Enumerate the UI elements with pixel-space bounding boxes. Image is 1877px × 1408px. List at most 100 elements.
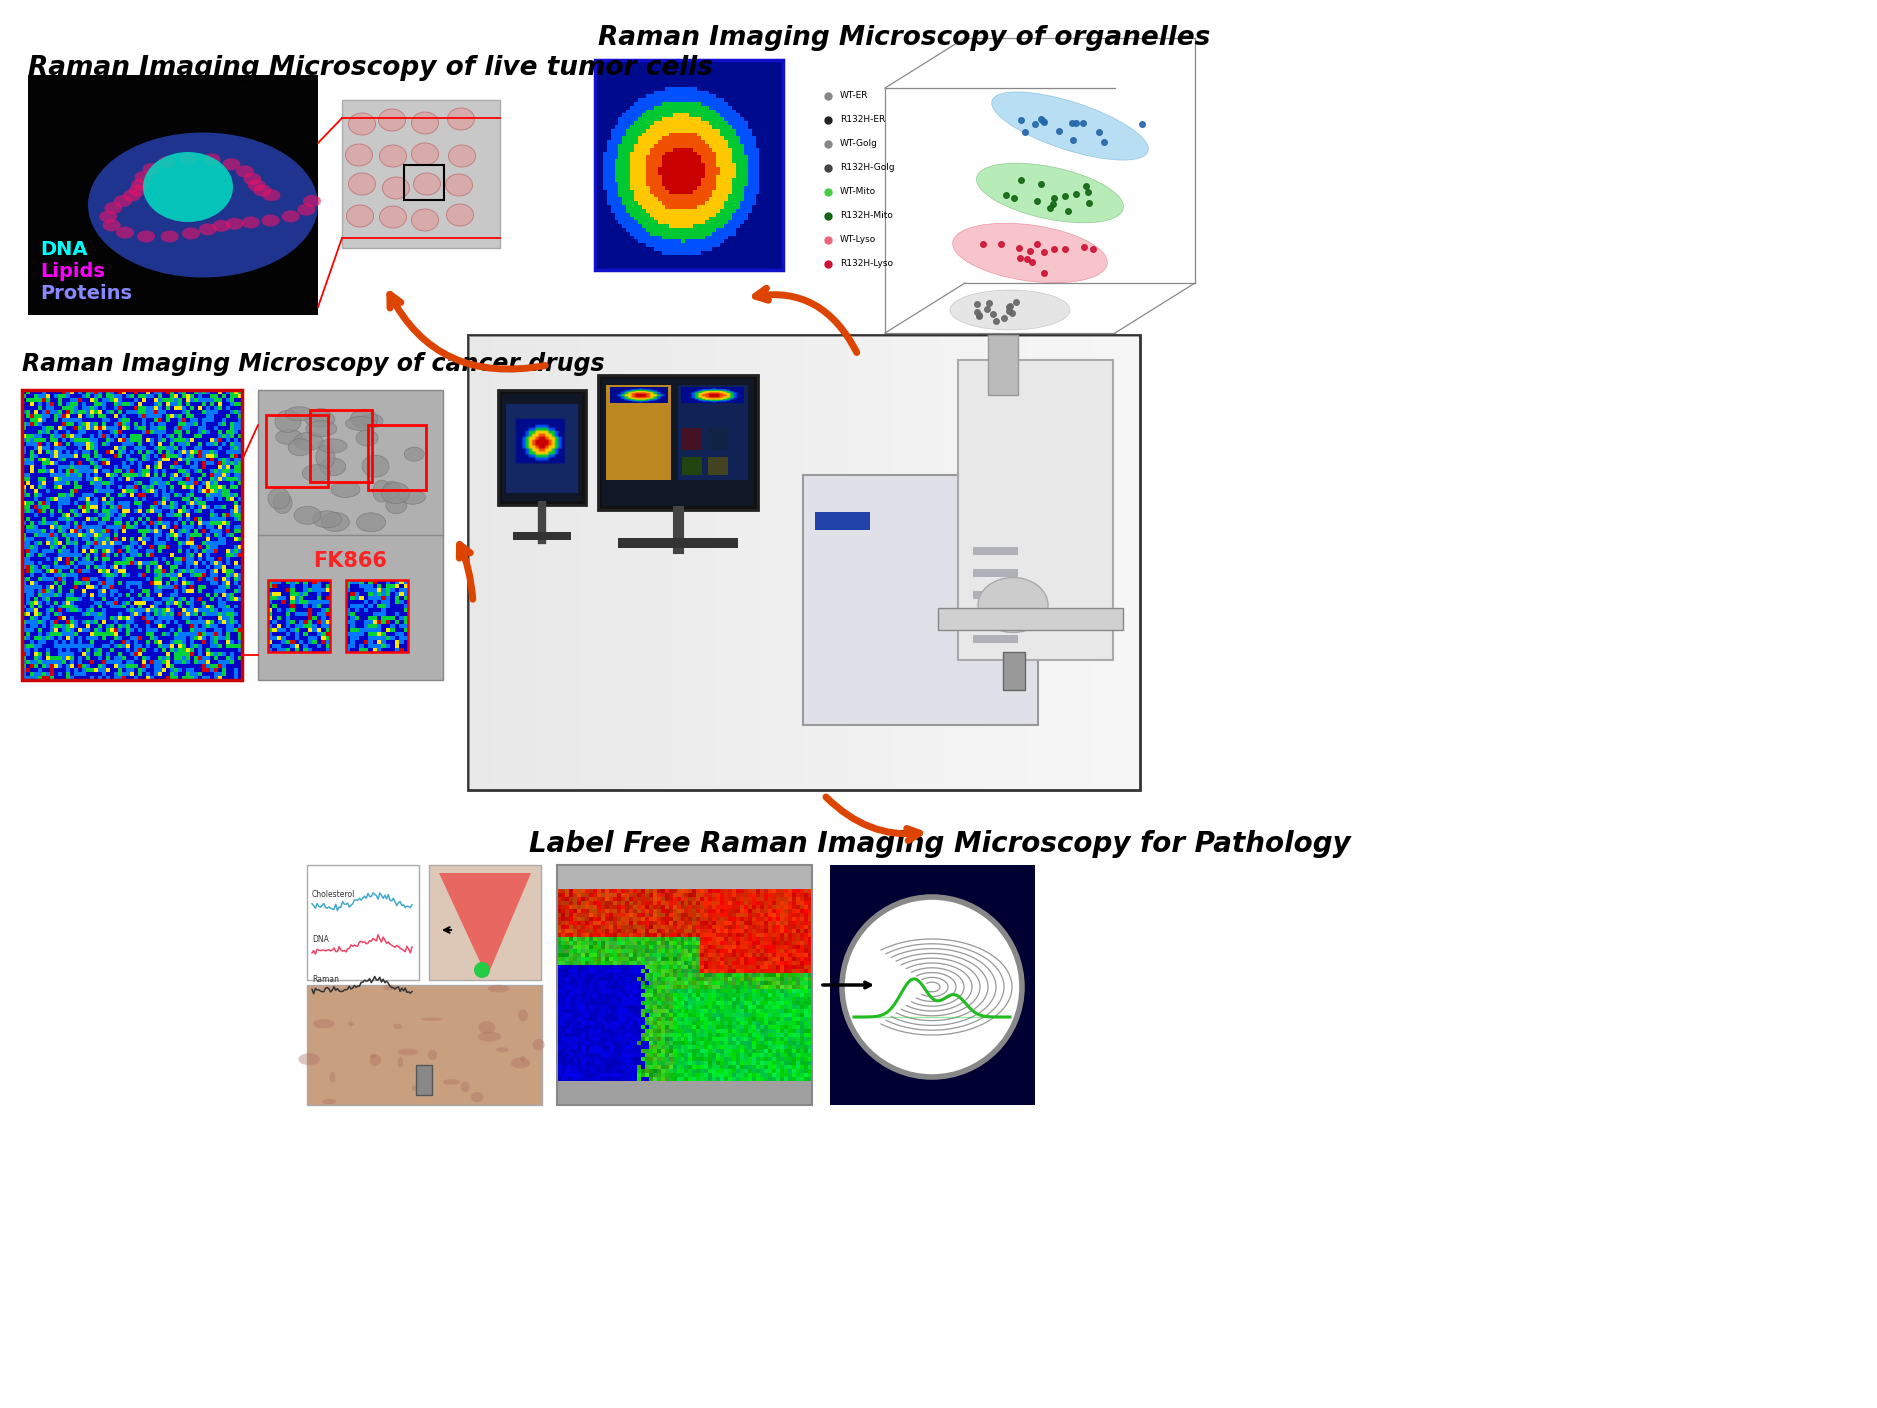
Ellipse shape [347, 1021, 355, 1026]
Ellipse shape [143, 163, 161, 175]
Text: Label Free Raman Imaging Microscopy for Pathology: Label Free Raman Imaging Microscopy for … [529, 829, 1351, 857]
Text: R132H-Lyso: R132H-Lyso [841, 259, 893, 269]
Bar [599, 375, 758, 510]
Ellipse shape [158, 156, 176, 169]
Ellipse shape [411, 208, 439, 231]
Ellipse shape [263, 189, 280, 201]
Ellipse shape [345, 144, 372, 166]
Ellipse shape [383, 482, 402, 498]
Ellipse shape [411, 1086, 420, 1091]
Ellipse shape [244, 173, 261, 184]
Ellipse shape [520, 1056, 526, 1062]
Ellipse shape [518, 1010, 527, 1021]
Ellipse shape [253, 184, 272, 197]
Bar [708, 458, 728, 474]
Ellipse shape [411, 113, 439, 134]
Ellipse shape [411, 144, 439, 165]
Ellipse shape [443, 1079, 460, 1084]
Bar [972, 569, 1017, 577]
Bar [308, 986, 542, 1105]
Bar [345, 580, 407, 652]
Ellipse shape [313, 511, 342, 528]
Bar [308, 865, 419, 980]
Ellipse shape [248, 179, 267, 191]
Ellipse shape [312, 408, 330, 422]
Ellipse shape [105, 201, 122, 214]
Bar [417, 1064, 432, 1095]
Bar [342, 100, 499, 248]
Ellipse shape [285, 407, 313, 421]
Ellipse shape [533, 1039, 544, 1050]
Bar [28, 75, 317, 315]
Ellipse shape [447, 204, 473, 227]
Ellipse shape [345, 417, 377, 431]
Bar [557, 865, 813, 1105]
Ellipse shape [315, 445, 334, 469]
Bar [595, 61, 783, 270]
Ellipse shape [212, 220, 231, 232]
Circle shape [475, 962, 490, 979]
Text: Raman Imaging Microscopy of live tumor cells: Raman Imaging Microscopy of live tumor c… [28, 55, 713, 82]
Ellipse shape [445, 175, 473, 196]
Ellipse shape [124, 190, 141, 201]
Ellipse shape [349, 173, 375, 194]
Ellipse shape [295, 432, 323, 451]
Ellipse shape [319, 458, 345, 476]
Ellipse shape [128, 184, 146, 197]
Text: R132H-ER: R132H-ER [841, 115, 886, 124]
Ellipse shape [276, 429, 302, 445]
Bar [815, 513, 871, 529]
Ellipse shape [381, 483, 409, 504]
Ellipse shape [116, 227, 133, 238]
Ellipse shape [114, 194, 131, 207]
Text: Lipids: Lipids [39, 262, 105, 282]
Ellipse shape [370, 1055, 375, 1059]
Bar [267, 415, 328, 487]
Ellipse shape [428, 1050, 437, 1060]
Ellipse shape [460, 1081, 469, 1093]
Ellipse shape [272, 493, 293, 514]
Ellipse shape [991, 92, 1149, 161]
Bar [603, 379, 755, 505]
Ellipse shape [88, 132, 317, 277]
Ellipse shape [137, 231, 156, 242]
Ellipse shape [180, 152, 197, 165]
Ellipse shape [360, 414, 383, 428]
Ellipse shape [370, 1055, 381, 1066]
Ellipse shape [302, 465, 330, 482]
Ellipse shape [237, 165, 253, 177]
Ellipse shape [413, 173, 441, 194]
Ellipse shape [349, 113, 375, 135]
Ellipse shape [330, 482, 360, 497]
Ellipse shape [379, 206, 407, 228]
Ellipse shape [282, 210, 300, 222]
Bar [606, 384, 670, 480]
Ellipse shape [404, 448, 424, 462]
Ellipse shape [161, 231, 178, 242]
Polygon shape [439, 873, 531, 977]
Text: Proteins: Proteins [39, 284, 131, 303]
Bar [310, 410, 372, 482]
Bar [957, 360, 1113, 660]
Bar [501, 394, 582, 501]
Ellipse shape [319, 439, 347, 453]
Ellipse shape [276, 410, 300, 432]
Text: R132H-Golg: R132H-Golg [841, 163, 895, 173]
Text: WT-Golg: WT-Golg [841, 139, 878, 148]
Bar [512, 532, 571, 541]
Bar [987, 335, 1017, 396]
Bar [368, 425, 426, 490]
Ellipse shape [321, 1098, 336, 1104]
Ellipse shape [131, 179, 148, 190]
Bar [972, 546, 1017, 555]
Ellipse shape [182, 228, 201, 239]
Ellipse shape [298, 1053, 319, 1066]
Bar [972, 591, 1017, 598]
Ellipse shape [488, 984, 509, 993]
Ellipse shape [143, 152, 233, 222]
Bar [957, 1015, 1000, 1057]
Ellipse shape [199, 224, 218, 235]
Text: FK866: FK866 [313, 551, 387, 572]
Ellipse shape [289, 439, 312, 456]
Text: Cholesterol: Cholesterol [312, 890, 355, 898]
